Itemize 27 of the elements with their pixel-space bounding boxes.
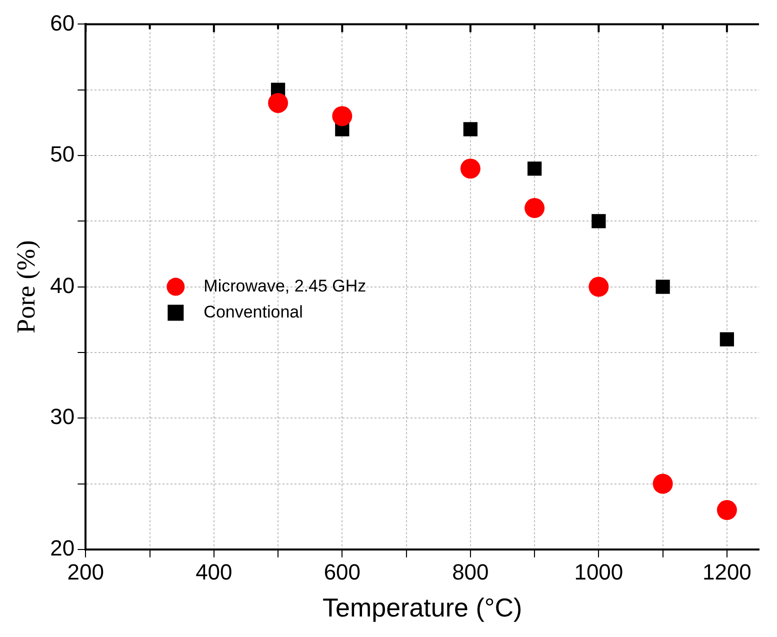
x-tick-label: 400 xyxy=(196,560,232,585)
point xyxy=(720,332,734,346)
point xyxy=(332,106,352,126)
y-tick-label: 20 xyxy=(50,535,75,560)
x-axis-title: Temperature (°C) xyxy=(322,592,522,623)
point xyxy=(592,214,606,228)
y-tick-label: 30 xyxy=(50,404,75,430)
y-tick-label: 50 xyxy=(50,142,75,167)
point xyxy=(656,280,670,294)
point xyxy=(524,198,545,218)
point xyxy=(463,122,478,136)
x-tick-label: 800 xyxy=(452,560,489,585)
x-tick-label: 1200 xyxy=(702,560,752,585)
point xyxy=(652,474,673,494)
point xyxy=(527,162,542,176)
legend-label: Microwave, 2.45 GHz xyxy=(204,276,366,296)
y-axis-title: Pore (%) xyxy=(11,240,40,334)
point xyxy=(460,158,480,179)
x-tick-label: 200 xyxy=(67,560,104,585)
point xyxy=(716,500,737,520)
x-tick-label: 600 xyxy=(324,560,361,585)
y-tick-label: 60 xyxy=(50,10,75,36)
point xyxy=(268,92,288,113)
x-tick-label: 1000 xyxy=(574,560,624,585)
y-tick-label: 40 xyxy=(50,272,75,298)
point xyxy=(588,276,609,297)
legend-label: Conventional xyxy=(204,302,303,322)
